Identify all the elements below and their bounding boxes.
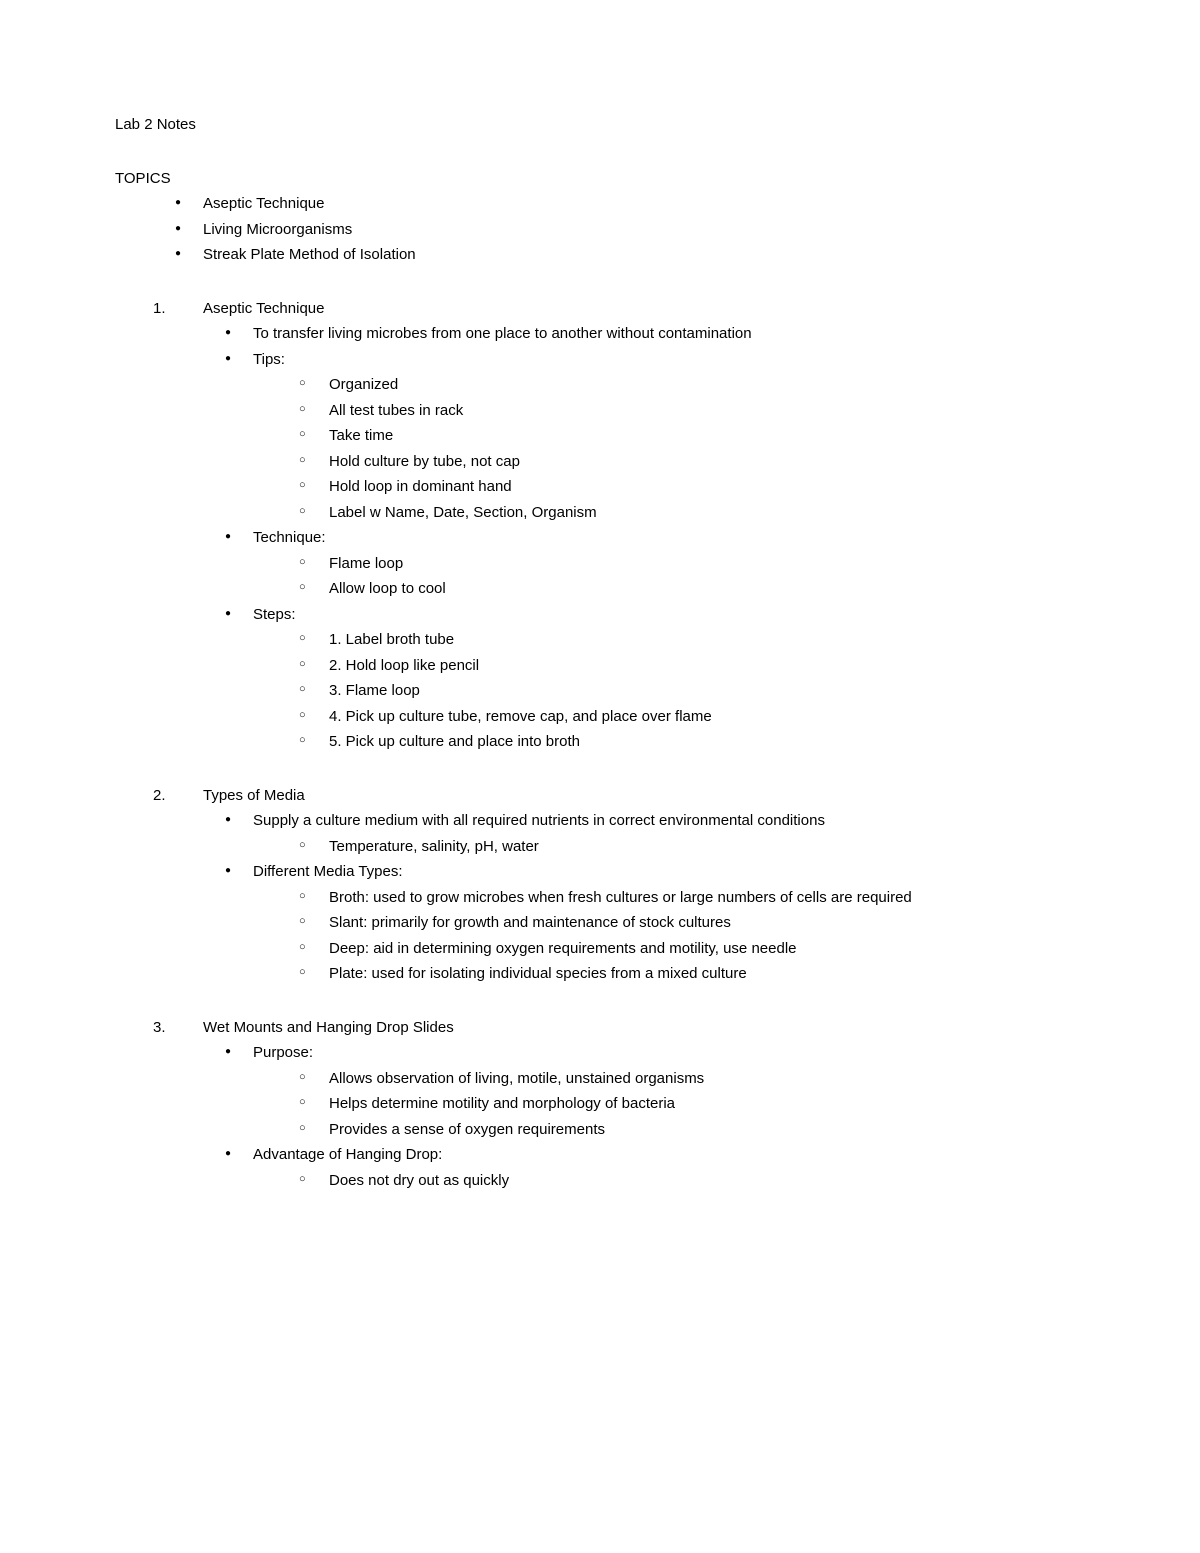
section-bullet-item: Advantage of Hanging Drop: Does not dry o… <box>225 1142 1085 1193</box>
bullet-text: Supply a culture medium with all require… <box>253 812 825 829</box>
section-bullets: Purpose: Allows observation of living, mo… <box>203 1040 1085 1193</box>
section-heading: Aseptic Technique <box>203 300 324 317</box>
sub-item: Take time <box>299 423 1085 449</box>
sub-item: Hold loop in dominant hand <box>299 474 1085 500</box>
section-bullet-item: Tips: OrganizedAll test tubes in rackTake… <box>225 347 1085 526</box>
sub-item: Flame loop <box>299 551 1085 577</box>
section-bullets: Supply a culture medium with all require… <box>203 808 1085 987</box>
section-bullet-item: To transfer living microbes from one pla… <box>225 321 1085 347</box>
sub-item: Slant: primarily for growth and maintena… <box>299 910 1085 936</box>
sub-item: Allow loop to cool <box>299 576 1085 602</box>
sub-list: 1. Label broth tube2. Hold loop like pen… <box>253 627 1085 755</box>
topic-item: Aseptic Technique <box>175 191 1085 217</box>
section-bullets: To transfer living microbes from one pla… <box>203 321 1085 755</box>
sub-item: All test tubes in rack <box>299 398 1085 424</box>
section-heading: Types of Media <box>203 787 305 804</box>
sub-item: Does not dry out as quickly <box>299 1168 1085 1194</box>
bullet-text: Technique: <box>253 529 326 546</box>
sub-item: Deep: aid in determining oxygen requirem… <box>299 936 1085 962</box>
section-item: Types of Media Supply a culture medium wi… <box>153 783 1085 987</box>
bullet-text: To transfer living microbes from one pla… <box>253 325 752 342</box>
sub-list: Broth: used to grow microbes when fresh … <box>253 885 1085 987</box>
sections-list: Aseptic Technique To transfer living micr… <box>115 296 1085 1194</box>
topics-heading: TOPICS <box>115 166 1085 192</box>
bullet-text: Tips: <box>253 351 285 368</box>
section-item: Wet Mounts and Hanging Drop Slides Purpos… <box>153 1015 1085 1194</box>
sub-list: Flame loopAllow loop to cool <box>253 551 1085 602</box>
sub-item: Helps determine motility and morphology … <box>299 1091 1085 1117</box>
sub-item: 5. Pick up culture and place into broth <box>299 729 1085 755</box>
section-bullet-item: Steps:1. Label broth tube2. Hold loop li… <box>225 602 1085 755</box>
sub-list: OrganizedAll test tubes in rackTake time… <box>253 372 1085 525</box>
bullet-text: Advantage of Hanging Drop: <box>253 1146 442 1163</box>
sub-item: Hold culture by tube, not cap <box>299 449 1085 475</box>
sub-item: Label w Name, Date, Section, Organism <box>299 500 1085 526</box>
sub-item: Allows observation of living, motile, un… <box>299 1066 1085 1092</box>
sub-list: Does not dry out as quickly <box>253 1168 1085 1194</box>
section-item: Aseptic Technique To transfer living micr… <box>153 296 1085 755</box>
section-heading: Wet Mounts and Hanging Drop Slides <box>203 1019 454 1036</box>
section-bullet-item: Different Media Types: Broth: used to gro… <box>225 859 1085 987</box>
sub-item: Temperature, salinity, pH, water <box>299 834 1085 860</box>
sub-item: Organized <box>299 372 1085 398</box>
sub-item: 2. Hold loop like pencil <box>299 653 1085 679</box>
sub-list: Temperature, salinity, pH, water <box>253 834 1085 860</box>
topics-list: Aseptic TechniqueLiving MicroorganismsSt… <box>115 191 1085 268</box>
sub-item: 4. Pick up culture tube, remove cap, and… <box>299 704 1085 730</box>
bullet-text: Purpose: <box>253 1044 313 1061</box>
bullet-text: Steps: <box>253 606 296 623</box>
section-bullet-item: Purpose: Allows observation of living, mo… <box>225 1040 1085 1142</box>
section-bullet-item: Supply a culture medium with all require… <box>225 808 1085 859</box>
sub-item: 3. Flame loop <box>299 678 1085 704</box>
bullet-text: Different Media Types: <box>253 863 403 880</box>
sub-item: Plate: used for isolating individual spe… <box>299 961 1085 987</box>
sub-item: 1. Label broth tube <box>299 627 1085 653</box>
document-title: Lab 2 Notes <box>115 112 1085 138</box>
sub-list: Allows observation of living, motile, un… <box>253 1066 1085 1143</box>
section-bullet-item: Technique: Flame loopAllow loop to cool <box>225 525 1085 602</box>
topic-item: Living Microorganisms <box>175 217 1085 243</box>
sub-item: Provides a sense of oxygen requirements <box>299 1117 1085 1143</box>
sub-item: Broth: used to grow microbes when fresh … <box>299 885 1085 911</box>
topic-item: Streak Plate Method of Isolation <box>175 242 1085 268</box>
